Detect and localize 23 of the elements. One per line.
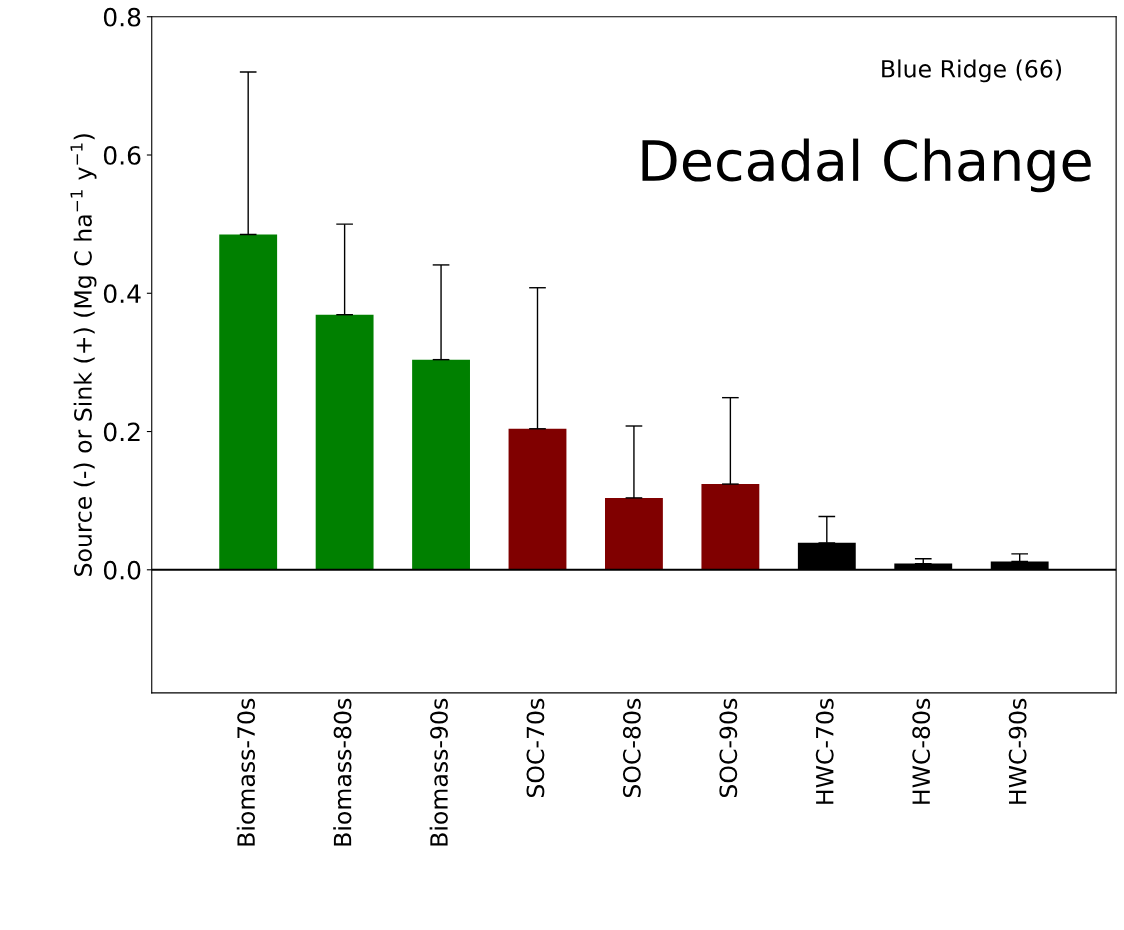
y-axis-title: Source (-) or Sink (+) (Mg C ha$^{−1}$ y$^{−1}$): [70, 134, 97, 576]
text: Decadal Change: [642, 138, 1091, 193]
bar: [219, 234, 278, 570]
x-tick-label: Biomass-90s: [429, 698, 448, 846]
y-tick-label: 0.4: [103, 284, 141, 304]
y-tick-label: 0.0: [103, 560, 141, 580]
bar: [315, 314, 374, 570]
bar: [701, 484, 760, 570]
x-tick-label: HWC-80s: [912, 698, 931, 804]
bar: [412, 359, 470, 570]
x-tick-label: SOC-90s: [719, 698, 738, 798]
x-tick-label: Biomass-80s: [333, 698, 352, 846]
x-tick-label: SOC-70s: [526, 698, 545, 798]
y-tick-label: 0.8: [103, 7, 141, 27]
y-tick-label: 0.6: [103, 145, 141, 165]
x-tick-label: SOC-80s: [622, 698, 641, 798]
x-tick-label: HWC-70s: [815, 698, 834, 804]
bar: [508, 428, 567, 570]
x-tick-label: Biomass-70s: [236, 698, 256, 846]
annotation: Blue Ridge (66): [882, 59, 1062, 83]
y-tick-label: 0.2: [103, 422, 140, 442]
bar: [605, 497, 663, 570]
x-tick-label: HWC-90s: [1008, 698, 1027, 804]
